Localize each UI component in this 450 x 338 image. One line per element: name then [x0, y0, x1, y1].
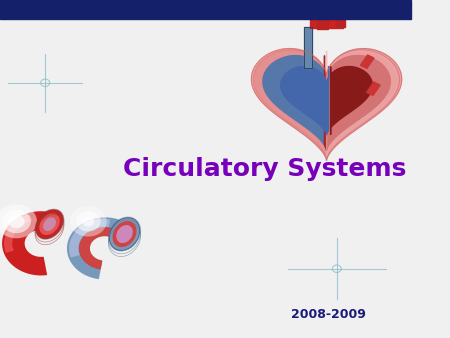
Ellipse shape [112, 221, 136, 247]
Polygon shape [331, 67, 373, 135]
Bar [0, 0, 411, 19]
Circle shape [76, 211, 101, 232]
Polygon shape [4, 214, 32, 253]
Polygon shape [67, 217, 127, 279]
Polygon shape [324, 55, 390, 150]
Polygon shape [304, 27, 312, 68]
Bar [367, 82, 380, 95]
Polygon shape [263, 55, 390, 150]
Polygon shape [281, 67, 328, 135]
Polygon shape [253, 50, 400, 159]
Text: 2008-2009: 2008-2009 [291, 308, 366, 321]
Text: Circulatory Systems: Circulatory Systems [123, 157, 407, 181]
Polygon shape [69, 219, 110, 258]
Circle shape [8, 215, 25, 228]
Ellipse shape [109, 218, 140, 250]
Circle shape [70, 206, 107, 237]
Circle shape [2, 210, 31, 233]
Ellipse shape [36, 210, 63, 239]
Ellipse shape [43, 217, 56, 231]
Polygon shape [79, 227, 120, 269]
Bar [360, 55, 374, 68]
Circle shape [82, 216, 94, 226]
Polygon shape [252, 49, 402, 160]
Ellipse shape [39, 213, 60, 235]
Bar [337, 14, 346, 27]
Polygon shape [327, 51, 398, 157]
Ellipse shape [116, 225, 133, 243]
Circle shape [0, 204, 37, 238]
Bar [317, 10, 328, 29]
Polygon shape [2, 211, 47, 275]
